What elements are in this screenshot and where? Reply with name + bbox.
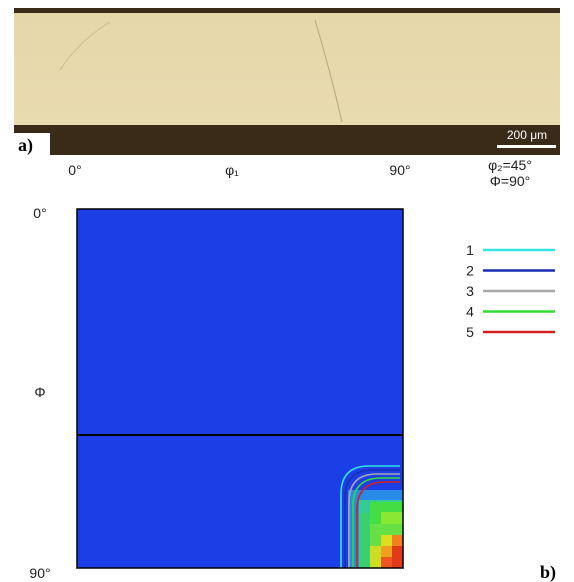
panel-label: b): [540, 562, 556, 582]
contour-line: [340, 465, 400, 568]
contours: [340, 465, 400, 568]
heat-cell: [392, 535, 403, 546]
crack: [314, 19, 343, 123]
plot-border: [76, 208, 404, 569]
y-axis-start: 0°: [33, 205, 46, 221]
micrograph-layer: [14, 13, 560, 125]
section-angle: φ₂=45°: [488, 157, 532, 173]
contour-line: [348, 473, 400, 568]
legend-label: 1: [466, 242, 474, 258]
y-axis-end: 90°: [29, 565, 50, 581]
x-axis-start: 0°: [68, 162, 81, 178]
heat-cell: [392, 546, 403, 568]
heat-cell: [370, 546, 381, 568]
section-angle: Φ=90°: [490, 173, 531, 189]
odf-section: 0° φ₁ 90° φ₂=45° Φ=90° 0° Φ 90° 1 2 3 4 5 b): [29, 157, 556, 582]
x-axis-end: 90°: [389, 162, 410, 178]
micrograph: a) 200 μm: [14, 8, 560, 156]
crack: [59, 21, 111, 71]
y-axis-label: Φ: [34, 384, 45, 400]
legend-label: 2: [466, 263, 474, 279]
scale-bar: [497, 145, 556, 148]
legend-label: 4: [466, 304, 474, 320]
contour-line: [352, 477, 400, 568]
legend-label: 5: [466, 324, 474, 340]
heat-cell: [381, 557, 392, 568]
panel-label: a): [18, 135, 33, 156]
heat-cell: [359, 513, 370, 568]
contour-line: [356, 481, 400, 568]
scale-bar-label: 200 μm: [507, 128, 547, 142]
legend-label: 3: [466, 283, 474, 299]
contour-line: [344, 469, 400, 568]
panel-label-box: [14, 133, 50, 155]
x-axis-label: φ₁: [225, 162, 239, 178]
legend: 1 2 3 4 5: [466, 242, 555, 340]
